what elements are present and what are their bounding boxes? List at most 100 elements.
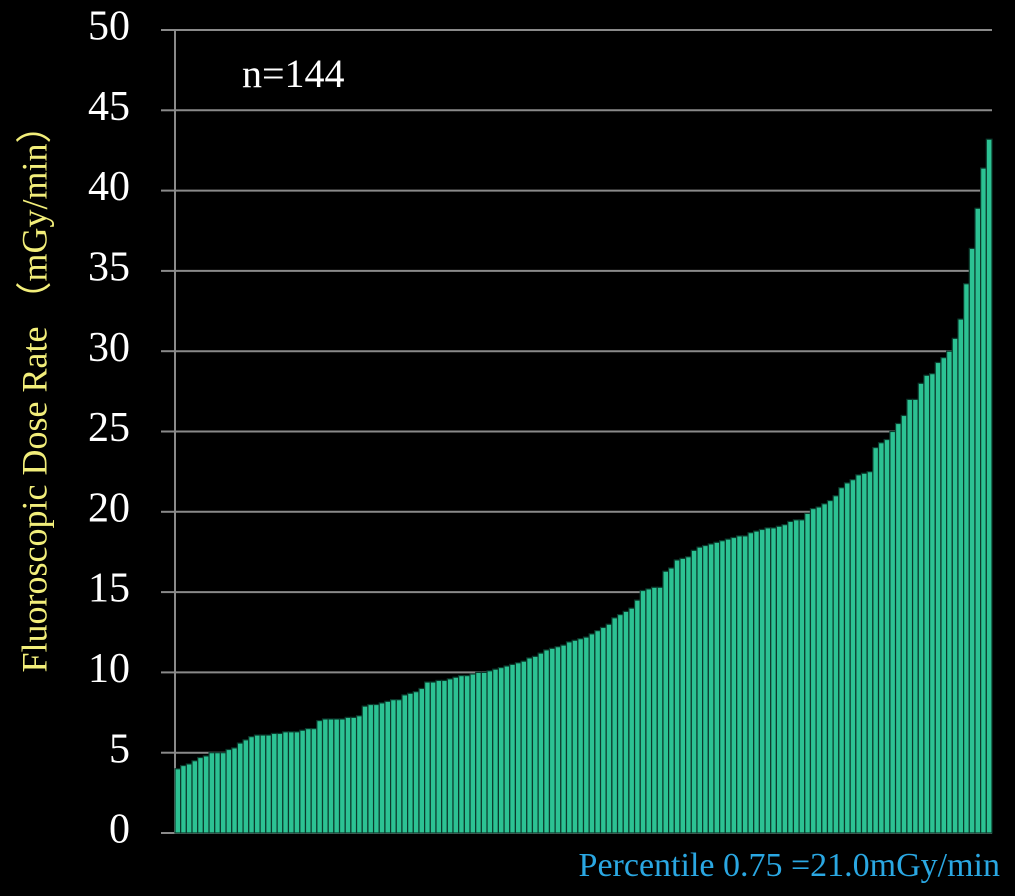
bar bbox=[934, 361, 942, 834]
bar bbox=[588, 633, 596, 834]
bar bbox=[775, 525, 783, 834]
bar bbox=[866, 471, 874, 834]
bar bbox=[253, 734, 261, 834]
bar bbox=[764, 527, 772, 834]
bar bbox=[923, 374, 931, 834]
bar bbox=[605, 623, 613, 834]
bar bbox=[509, 663, 517, 834]
bar bbox=[917, 382, 925, 834]
bar bbox=[951, 337, 959, 834]
bar bbox=[441, 679, 448, 834]
bar bbox=[985, 138, 993, 834]
bar bbox=[259, 734, 267, 834]
bar bbox=[458, 675, 465, 834]
bar bbox=[696, 546, 704, 834]
bar bbox=[503, 665, 511, 834]
bar bbox=[656, 586, 664, 834]
bar bbox=[747, 532, 755, 834]
bar bbox=[872, 446, 880, 834]
bar bbox=[236, 742, 244, 834]
bar bbox=[174, 768, 182, 834]
bar bbox=[974, 207, 982, 834]
bar bbox=[906, 398, 914, 834]
y-tick-label: 30 bbox=[88, 325, 130, 371]
bar bbox=[299, 729, 307, 834]
bar bbox=[690, 549, 698, 834]
annotation: Percentile 0.75 =21.0mGy/min bbox=[579, 847, 1000, 884]
bar bbox=[815, 506, 823, 834]
bar bbox=[719, 540, 726, 834]
bar bbox=[446, 678, 454, 834]
bar bbox=[894, 422, 902, 834]
bar bbox=[758, 528, 766, 834]
bar bbox=[355, 715, 363, 834]
bar bbox=[843, 482, 851, 834]
bar bbox=[900, 414, 908, 834]
bar bbox=[855, 474, 863, 834]
y-tick-label: 25 bbox=[88, 405, 130, 451]
bar bbox=[401, 694, 409, 834]
y-tick-label: 15 bbox=[88, 566, 130, 612]
bar bbox=[730, 536, 738, 834]
bar bbox=[792, 519, 800, 834]
bar bbox=[282, 731, 290, 834]
bar bbox=[378, 702, 386, 834]
bar bbox=[452, 676, 460, 834]
bar bbox=[582, 636, 590, 834]
bar bbox=[389, 699, 397, 834]
bar bbox=[685, 556, 692, 834]
bar bbox=[940, 357, 948, 834]
bar bbox=[418, 687, 426, 834]
bar bbox=[287, 731, 295, 834]
bar bbox=[526, 657, 534, 834]
bar bbox=[787, 520, 795, 834]
bar bbox=[316, 719, 324, 834]
y-tick-label: 0 bbox=[109, 807, 130, 853]
bar bbox=[321, 718, 329, 834]
bar bbox=[616, 613, 624, 834]
bar bbox=[599, 626, 607, 834]
bar bbox=[180, 764, 187, 834]
bar bbox=[707, 543, 715, 834]
bar bbox=[225, 748, 233, 834]
bar bbox=[753, 530, 760, 834]
bar bbox=[520, 660, 528, 834]
bar bbox=[770, 527, 778, 834]
bar bbox=[724, 538, 732, 834]
bar bbox=[208, 752, 216, 834]
bar bbox=[412, 691, 420, 834]
bar bbox=[838, 487, 846, 834]
bar bbox=[548, 647, 556, 834]
bar bbox=[781, 524, 789, 834]
bar bbox=[514, 662, 522, 834]
bar bbox=[372, 703, 380, 834]
bar bbox=[889, 430, 897, 834]
bar bbox=[821, 503, 829, 834]
bar bbox=[367, 703, 375, 834]
bar bbox=[565, 641, 573, 834]
bar bbox=[560, 644, 568, 834]
bar bbox=[248, 736, 256, 834]
bar bbox=[633, 599, 641, 834]
bar bbox=[304, 728, 312, 834]
bar bbox=[338, 718, 346, 834]
bar bbox=[197, 756, 204, 834]
bar bbox=[679, 557, 687, 834]
bar bbox=[270, 732, 278, 834]
bar bbox=[435, 679, 443, 834]
bar bbox=[219, 752, 227, 834]
y-tick-label: 35 bbox=[88, 245, 130, 291]
bar bbox=[480, 671, 488, 834]
bar bbox=[429, 681, 437, 834]
bar bbox=[214, 752, 221, 834]
bar bbox=[231, 747, 239, 834]
bar bbox=[713, 541, 721, 834]
bar bbox=[622, 610, 630, 834]
bar bbox=[384, 700, 392, 834]
bar bbox=[185, 763, 193, 834]
bar bbox=[327, 718, 335, 834]
bar bbox=[911, 398, 919, 834]
bar bbox=[276, 732, 284, 834]
bar bbox=[395, 699, 403, 834]
